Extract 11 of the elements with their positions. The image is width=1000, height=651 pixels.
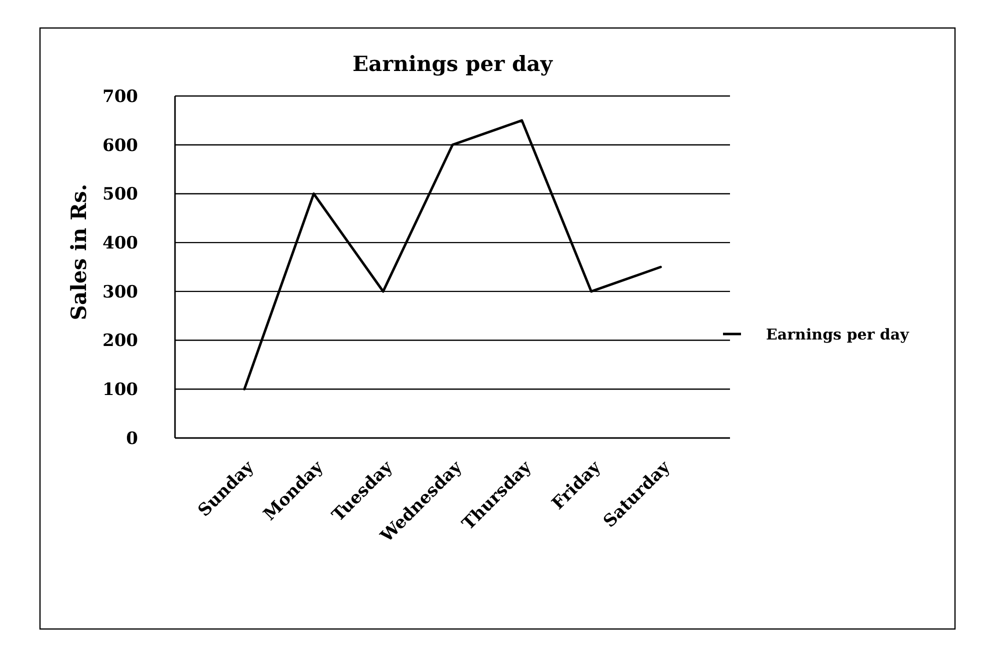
legend-label: Earnings per day <box>766 325 910 344</box>
y-tick-label: 200 <box>102 331 138 352</box>
y-tick-label: 600 <box>102 136 138 156</box>
y-tick-label: 700 <box>102 86 138 107</box>
y-tick-label: 0 <box>126 428 138 449</box>
chart-title: Earnings per day <box>352 51 554 76</box>
y-tick-label: 100 <box>102 380 138 400</box>
y-tick-label: 500 <box>102 184 138 205</box>
y-axis-title: Sales in Rs. <box>66 184 91 320</box>
y-tick-label: 400 <box>102 234 138 254</box>
y-tick-label: 300 <box>102 282 138 302</box>
